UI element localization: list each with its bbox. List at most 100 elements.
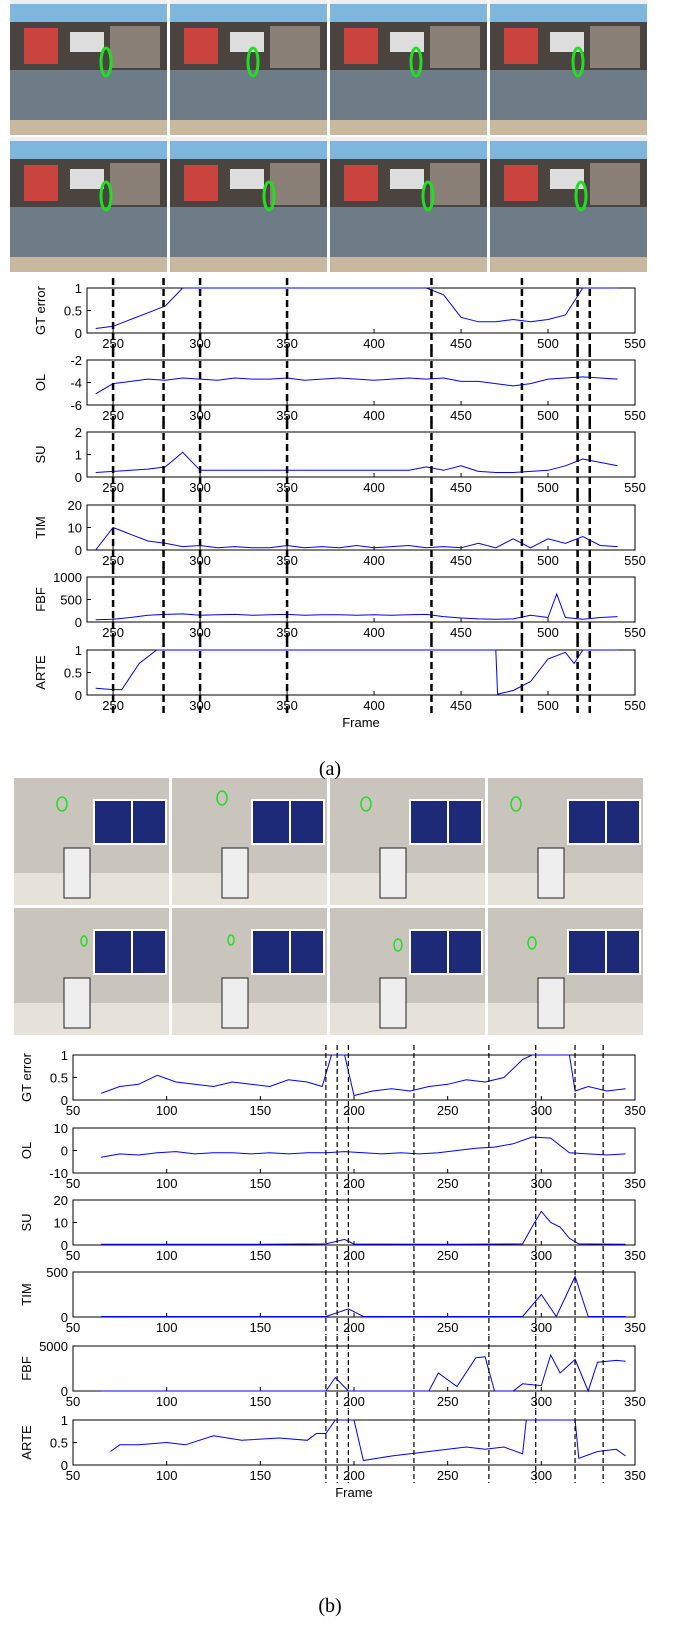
x-tick-label: 250 xyxy=(102,698,124,713)
y-tick-label: -6 xyxy=(70,398,82,413)
x-tick-label: 200 xyxy=(343,1468,365,1483)
y-tick-label: 500 xyxy=(60,593,82,608)
y-tick-label: 0.5 xyxy=(50,1071,68,1086)
x-tick-label: 500 xyxy=(537,698,559,713)
x-tick-label: 150 xyxy=(249,1103,271,1118)
y-tick-label: 0 xyxy=(61,1384,68,1399)
x-tick-label: 300 xyxy=(530,1176,552,1191)
x-tick-label: 250 xyxy=(437,1176,459,1191)
y-tick-label: 0 xyxy=(75,688,82,703)
x-tick-label: 450 xyxy=(450,480,472,495)
y-axis-label: TIM xyxy=(19,1283,34,1305)
x-tick-label: 350 xyxy=(276,336,298,351)
x-tick-label: 300 xyxy=(189,625,211,640)
x-tick-label: 450 xyxy=(450,553,472,568)
x-tick-label: 150 xyxy=(249,1394,271,1409)
x-tick-label: 50 xyxy=(66,1320,80,1335)
y-tick-label: 20 xyxy=(54,1193,68,1208)
data-line xyxy=(101,1210,626,1245)
y-axis-label: GT error xyxy=(19,1052,34,1102)
x-tick-label: 450 xyxy=(450,625,472,640)
data-line xyxy=(101,1136,626,1158)
y-tick-label: 0 xyxy=(61,1144,68,1159)
plot-frame xyxy=(72,1054,636,1101)
x-tick-label: 500 xyxy=(537,625,559,640)
y-axis-label: OL xyxy=(19,1142,34,1159)
y-tick-label: 0 xyxy=(75,543,82,558)
x-tick-label: 500 xyxy=(537,480,559,495)
x-tick-label: 150 xyxy=(249,1468,271,1483)
x-tick-label: 300 xyxy=(530,1320,552,1335)
x-axis-label: Frame xyxy=(342,715,380,730)
x-tick-label: 300 xyxy=(189,408,211,423)
x-tick-label: 500 xyxy=(537,408,559,423)
plot-frame xyxy=(86,504,636,551)
x-axis-label: Frame xyxy=(335,1485,373,1500)
caption: (a) xyxy=(319,758,341,780)
x-tick-label: 300 xyxy=(530,1468,552,1483)
y-tick-label: -4 xyxy=(70,376,82,391)
x-tick-label: 300 xyxy=(189,698,211,713)
plot-frame xyxy=(72,1345,636,1392)
y-tick-label: -2 xyxy=(70,353,82,368)
x-tick-label: 200 xyxy=(343,1394,365,1409)
x-tick-label: 200 xyxy=(343,1248,365,1263)
data-line xyxy=(95,592,618,621)
plot-frame xyxy=(86,649,636,696)
data-line xyxy=(95,526,618,551)
y-tick-label: 0 xyxy=(75,615,82,630)
y-tick-label: 1 xyxy=(61,1048,68,1063)
data-line xyxy=(95,451,618,473)
x-tick-label: 250 xyxy=(102,625,124,640)
x-tick-label: 250 xyxy=(102,408,124,423)
data-line xyxy=(95,376,618,395)
x-tick-label: 350 xyxy=(276,625,298,640)
y-axis-label: TIM xyxy=(33,516,48,538)
x-tick-label: 100 xyxy=(156,1394,178,1409)
y-tick-label: 500 xyxy=(46,1265,68,1280)
x-tick-label: 200 xyxy=(343,1176,365,1191)
x-tick-label: 300 xyxy=(530,1394,552,1409)
y-tick-label: 0.5 xyxy=(64,304,82,319)
y-tick-label: 10 xyxy=(68,521,82,536)
x-tick-label: 550 xyxy=(624,408,646,423)
x-tick-label: 200 xyxy=(343,1103,365,1118)
x-tick-label: 50 xyxy=(66,1468,80,1483)
x-tick-label: 450 xyxy=(450,698,472,713)
x-tick-label: 350 xyxy=(276,480,298,495)
plot-frame xyxy=(72,1199,636,1246)
y-tick-label: 5000 xyxy=(39,1339,68,1354)
x-tick-label: 150 xyxy=(249,1320,271,1335)
x-tick-label: 550 xyxy=(624,336,646,351)
y-axis-label: FBF xyxy=(33,587,48,612)
plot-frame xyxy=(72,1271,636,1318)
x-tick-label: 250 xyxy=(102,336,124,351)
x-tick-label: 250 xyxy=(437,1103,459,1118)
x-tick-label: 250 xyxy=(437,1468,459,1483)
x-tick-label: 350 xyxy=(624,1468,646,1483)
caption: (b) xyxy=(318,1595,341,1617)
x-tick-label: 150 xyxy=(249,1176,271,1191)
x-tick-label: 250 xyxy=(437,1320,459,1335)
x-tick-label: 300 xyxy=(530,1248,552,1263)
y-tick-label: 1 xyxy=(75,643,82,658)
x-tick-label: 100 xyxy=(156,1468,178,1483)
y-axis-label: FBF xyxy=(19,1356,34,1381)
x-tick-label: 400 xyxy=(363,408,385,423)
data-line xyxy=(110,1419,626,1462)
x-tick-label: 50 xyxy=(66,1394,80,1409)
x-tick-label: 350 xyxy=(276,408,298,423)
y-tick-label: 0 xyxy=(61,1093,68,1108)
y-tick-label: -10 xyxy=(49,1166,68,1181)
x-tick-label: 100 xyxy=(156,1176,178,1191)
data-line xyxy=(101,1353,626,1393)
x-tick-label: 550 xyxy=(624,480,646,495)
x-tick-label: 300 xyxy=(530,1103,552,1118)
x-tick-label: 350 xyxy=(624,1103,646,1118)
x-tick-label: 400 xyxy=(363,480,385,495)
data-line xyxy=(95,649,618,695)
x-tick-label: 50 xyxy=(66,1176,80,1191)
x-tick-label: 500 xyxy=(537,336,559,351)
thumbnails-a xyxy=(10,0,647,272)
